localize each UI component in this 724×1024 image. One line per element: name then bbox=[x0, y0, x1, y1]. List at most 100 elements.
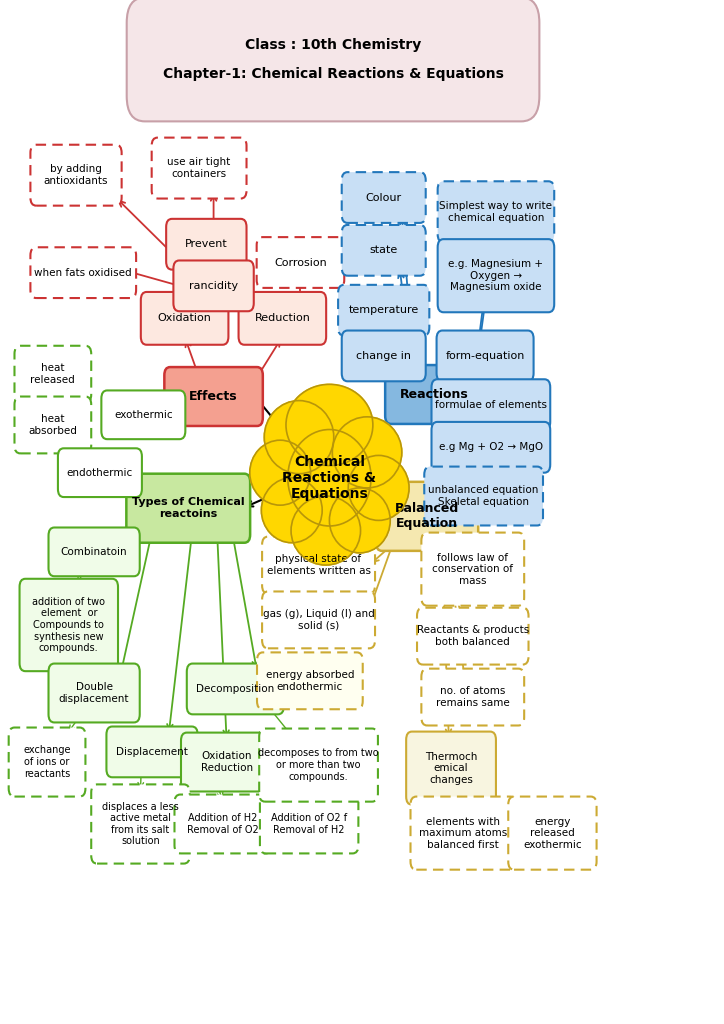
Text: Effects: Effects bbox=[189, 390, 238, 403]
Text: follows law of
conservation of
mass: follows law of conservation of mass bbox=[432, 553, 513, 586]
FancyBboxPatch shape bbox=[338, 285, 429, 336]
Text: formulae of elements: formulae of elements bbox=[435, 399, 547, 410]
FancyBboxPatch shape bbox=[259, 728, 378, 802]
FancyBboxPatch shape bbox=[174, 795, 272, 853]
FancyBboxPatch shape bbox=[91, 784, 190, 863]
Text: Balanced
Equation: Balanced Equation bbox=[395, 503, 459, 530]
Ellipse shape bbox=[288, 429, 371, 526]
FancyBboxPatch shape bbox=[342, 225, 426, 275]
Text: Types of Chemical
reactoins: Types of Chemical reactoins bbox=[132, 498, 245, 519]
FancyBboxPatch shape bbox=[437, 331, 534, 381]
Text: exothermic: exothermic bbox=[114, 410, 172, 420]
Text: Reduction: Reduction bbox=[254, 313, 311, 324]
Text: exchange
of ions or
reactants: exchange of ions or reactants bbox=[23, 745, 71, 778]
Text: by adding
antioxidants: by adding antioxidants bbox=[43, 165, 109, 186]
Text: state: state bbox=[369, 246, 398, 255]
FancyBboxPatch shape bbox=[140, 292, 229, 345]
FancyBboxPatch shape bbox=[256, 238, 345, 288]
Text: Combinatoin: Combinatoin bbox=[61, 547, 127, 557]
Text: Reactions: Reactions bbox=[400, 388, 468, 401]
Text: Double
displacement: Double displacement bbox=[59, 682, 130, 703]
Text: Prevent: Prevent bbox=[185, 240, 228, 249]
Text: Displacement: Displacement bbox=[116, 746, 188, 757]
Text: physical state of
elements written as: physical state of elements written as bbox=[266, 554, 371, 575]
FancyBboxPatch shape bbox=[508, 797, 597, 869]
FancyBboxPatch shape bbox=[181, 732, 272, 792]
Ellipse shape bbox=[261, 478, 322, 543]
FancyBboxPatch shape bbox=[127, 0, 539, 122]
FancyBboxPatch shape bbox=[126, 474, 250, 543]
Text: Corrosion: Corrosion bbox=[274, 257, 327, 267]
Text: gas (g), Liquid (l) and
solid (s): gas (g), Liquid (l) and solid (s) bbox=[263, 609, 374, 631]
Text: displaces a less
active metal
from its salt
solution: displaces a less active metal from its s… bbox=[102, 802, 179, 847]
FancyBboxPatch shape bbox=[166, 219, 246, 269]
FancyBboxPatch shape bbox=[49, 664, 140, 723]
FancyBboxPatch shape bbox=[262, 592, 375, 648]
FancyBboxPatch shape bbox=[424, 467, 543, 525]
Text: Chemical
Reactions &
Equations: Chemical Reactions & Equations bbox=[282, 455, 376, 501]
Text: energy
released
exothermic: energy released exothermic bbox=[523, 816, 581, 850]
Text: Decomposition: Decomposition bbox=[196, 684, 274, 694]
Ellipse shape bbox=[329, 487, 390, 553]
FancyBboxPatch shape bbox=[342, 331, 426, 381]
Text: Oxidation
Reduction: Oxidation Reduction bbox=[201, 752, 253, 773]
FancyBboxPatch shape bbox=[376, 482, 478, 551]
FancyBboxPatch shape bbox=[260, 795, 358, 853]
FancyBboxPatch shape bbox=[174, 260, 253, 311]
Text: no. of atoms
remains same: no. of atoms remains same bbox=[436, 686, 510, 708]
Text: unbalanced equation
Skeletal equation: unbalanced equation Skeletal equation bbox=[429, 485, 539, 507]
FancyBboxPatch shape bbox=[262, 537, 375, 594]
FancyBboxPatch shape bbox=[106, 726, 198, 777]
FancyBboxPatch shape bbox=[164, 367, 263, 426]
Text: Addition of H2
Removal of O2: Addition of H2 Removal of O2 bbox=[187, 813, 259, 835]
Text: elements with
maximum atoms
balanced first: elements with maximum atoms balanced fir… bbox=[419, 816, 508, 850]
Text: decomposes to from two
or more than two
compounds.: decomposes to from two or more than two … bbox=[258, 749, 379, 781]
Text: when fats oxidised: when fats oxidised bbox=[35, 267, 132, 278]
FancyBboxPatch shape bbox=[187, 664, 284, 715]
Ellipse shape bbox=[286, 384, 373, 466]
Text: rancidity: rancidity bbox=[189, 281, 238, 291]
Text: Addition of O2 f
Removal of H2: Addition of O2 f Removal of H2 bbox=[271, 813, 348, 835]
FancyBboxPatch shape bbox=[152, 137, 246, 199]
Ellipse shape bbox=[291, 496, 361, 565]
Text: heat
released: heat released bbox=[30, 364, 75, 385]
FancyBboxPatch shape bbox=[406, 731, 496, 805]
FancyBboxPatch shape bbox=[437, 181, 555, 243]
Text: Oxidation: Oxidation bbox=[158, 313, 211, 324]
FancyBboxPatch shape bbox=[30, 144, 122, 206]
Text: e.g Mg + O2 → MgO: e.g Mg + O2 → MgO bbox=[439, 442, 543, 453]
FancyBboxPatch shape bbox=[49, 527, 140, 577]
Ellipse shape bbox=[250, 440, 311, 505]
Text: Class : 10th Chemistry: Class : 10th Chemistry bbox=[245, 38, 421, 52]
FancyBboxPatch shape bbox=[432, 422, 550, 473]
Text: Simplest way to write
chemical equation: Simplest way to write chemical equation bbox=[439, 201, 552, 222]
Text: Thermoch
emical
changes: Thermoch emical changes bbox=[425, 752, 477, 784]
FancyBboxPatch shape bbox=[257, 652, 363, 710]
Text: Chapter-1: Chemical Reactions & Equations: Chapter-1: Chemical Reactions & Equation… bbox=[163, 67, 503, 81]
Text: heat
absorbed: heat absorbed bbox=[28, 414, 77, 436]
FancyBboxPatch shape bbox=[411, 797, 516, 869]
Ellipse shape bbox=[332, 417, 402, 487]
FancyBboxPatch shape bbox=[417, 607, 529, 665]
FancyBboxPatch shape bbox=[239, 292, 326, 345]
FancyBboxPatch shape bbox=[421, 532, 524, 605]
Text: addition of two
element  or
Compounds to
synthesis new
compounds.: addition of two element or Compounds to … bbox=[33, 597, 105, 653]
FancyBboxPatch shape bbox=[58, 449, 142, 497]
FancyBboxPatch shape bbox=[432, 379, 550, 430]
FancyBboxPatch shape bbox=[101, 390, 185, 439]
FancyBboxPatch shape bbox=[385, 365, 484, 424]
Text: Reactants & products
both balanced: Reactants & products both balanced bbox=[416, 626, 529, 647]
Text: temperature: temperature bbox=[348, 305, 419, 315]
FancyBboxPatch shape bbox=[342, 172, 426, 223]
Text: e.g. Magnesium +
Oxygen →
Magnesium oxide: e.g. Magnesium + Oxygen → Magnesium oxid… bbox=[448, 259, 544, 292]
Ellipse shape bbox=[348, 456, 409, 520]
FancyBboxPatch shape bbox=[437, 240, 555, 312]
Text: endothermic: endothermic bbox=[67, 468, 133, 477]
Text: energy absorbed
endothermic: energy absorbed endothermic bbox=[266, 670, 354, 691]
FancyBboxPatch shape bbox=[421, 669, 524, 725]
Text: use air tight
containers: use air tight containers bbox=[167, 158, 231, 179]
FancyBboxPatch shape bbox=[14, 346, 91, 402]
FancyBboxPatch shape bbox=[14, 396, 91, 454]
FancyBboxPatch shape bbox=[30, 247, 136, 298]
FancyBboxPatch shape bbox=[9, 727, 85, 797]
